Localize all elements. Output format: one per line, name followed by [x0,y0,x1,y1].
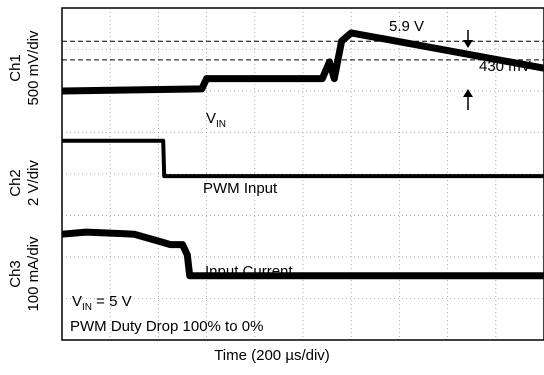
ylabel-ch3-name: Ch3 [7,260,24,288]
trace-label-vin: VIN [206,110,226,130]
delta-arrow-lower [463,89,473,110]
annotation-vin: VIN = 5 V [72,293,132,313]
grid [62,8,544,340]
trace-label-vin-main: V [206,110,216,127]
plot-frame [61,7,544,341]
annotation-vin-main: V [72,293,82,310]
trace-label-vin-sub: IN [216,119,226,130]
cursor-label-lower: 430 mV [479,58,531,75]
ylabel-ch3: Ch3 100 mA/div [7,209,43,339]
ylabel-ch3-scale: 100 mA/div [25,236,42,312]
trace-label-pwm: PWM Input [203,180,278,197]
trace-label-current: Input Current [205,263,293,280]
trace-ch2 [62,138,544,179]
x-axis-label: Time (200 µs/div) [214,347,330,364]
delta-arrow-upper [463,30,473,48]
traces [61,29,544,280]
ylabel-ch1: Ch1 500 mV/div [7,3,43,133]
ylabel-ch1-scale: 500 mV/div [25,30,42,106]
trace-ch3 [61,228,544,280]
ylabel-ch1-name: Ch1 [7,54,24,82]
trace-ch1 [61,29,544,95]
annotation-duty: PWM Duty Drop 100% to 0% [70,318,263,335]
annotation-vin-sub: IN [82,302,92,313]
annotation-vin-value: = 5 V [92,293,132,310]
cursor-label-upper: 5.9 V [389,18,424,35]
